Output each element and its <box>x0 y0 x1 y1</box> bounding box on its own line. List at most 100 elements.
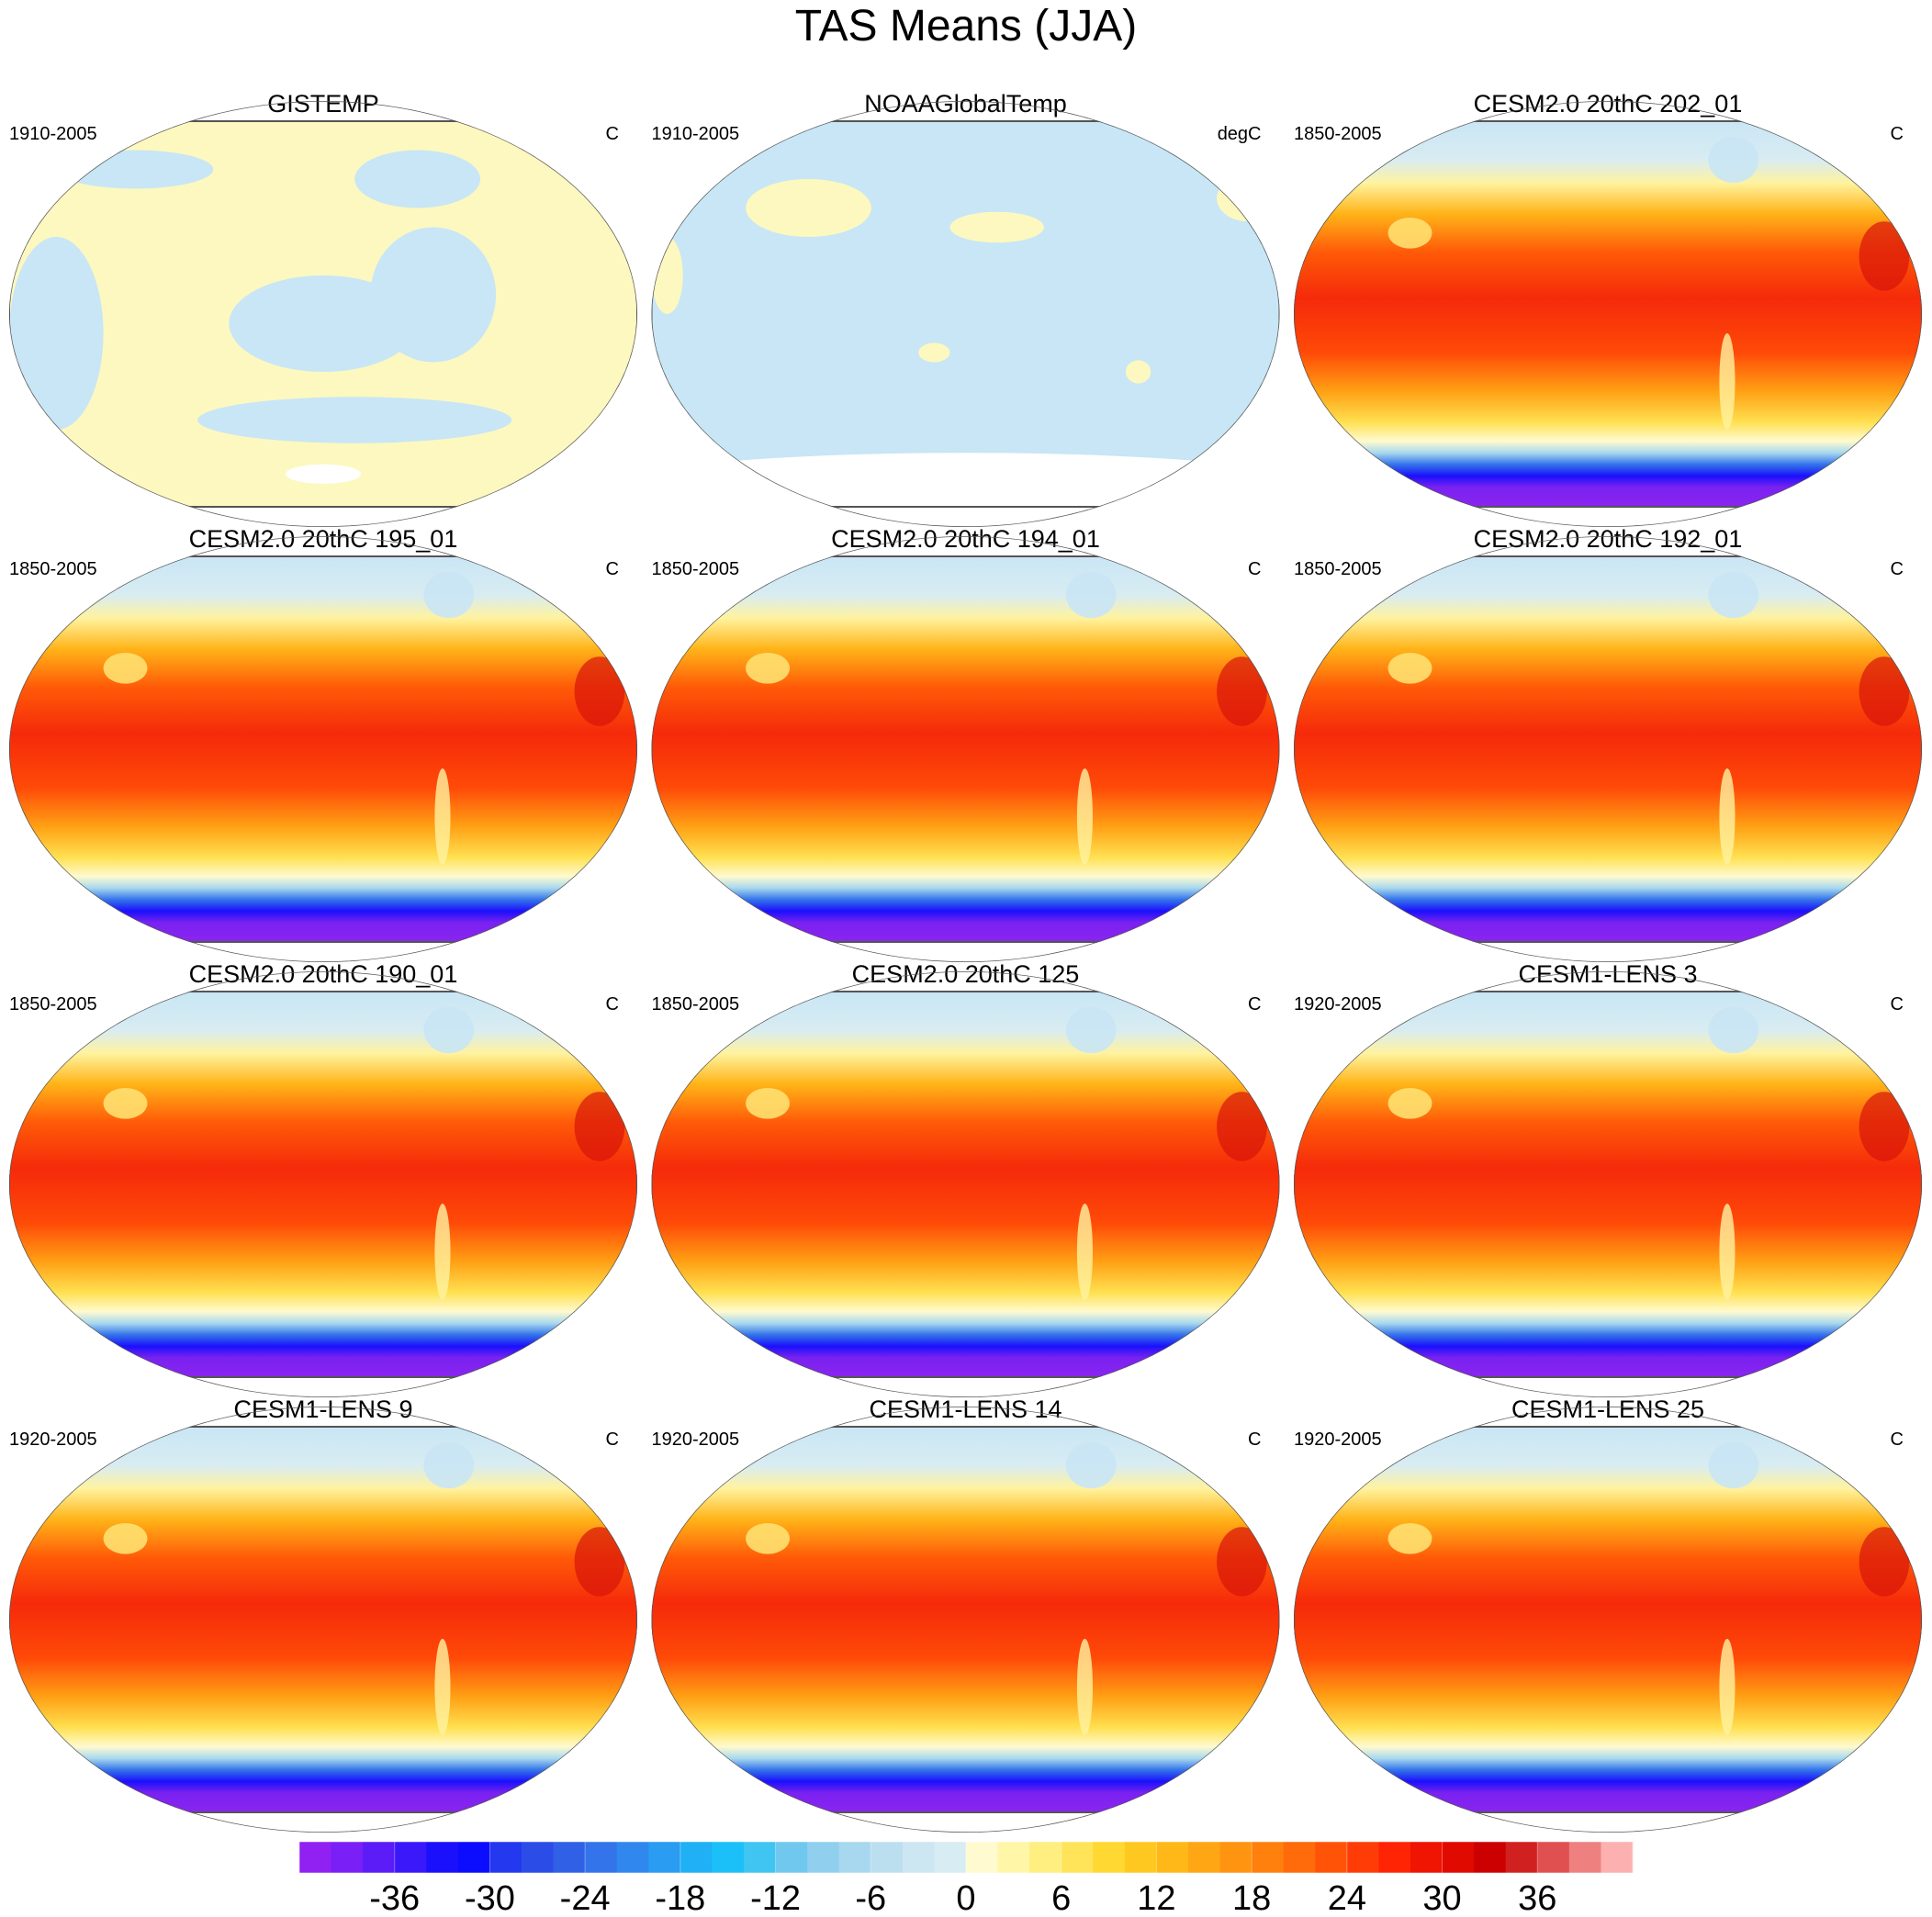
colorbar-tick-label: -12 <box>750 1879 801 1917</box>
colorbar-box <box>1283 1842 1316 1873</box>
colorbar-box <box>1061 1842 1094 1873</box>
colorbar-box <box>1093 1842 1126 1873</box>
colorbar-box <box>648 1842 681 1873</box>
colorbar-tick-label: 30 <box>1422 1879 1461 1917</box>
panel-left-label: 1920-2005 <box>9 1429 97 1450</box>
map-outline <box>9 1426 637 1813</box>
colorbar-outline <box>298 1841 1634 1874</box>
colorbar-box <box>1219 1842 1252 1873</box>
colorbar-tick-label: -36 <box>369 1879 420 1917</box>
map-region <box>423 1441 475 1489</box>
colorbar-box <box>1124 1842 1157 1873</box>
panel-left-label: 1850-2005 <box>652 994 740 1015</box>
map-region <box>574 1092 625 1161</box>
colorbar-box <box>871 1842 904 1873</box>
panel-title: CESM2.0 20thC 125 <box>852 960 1080 988</box>
map-region <box>1719 768 1735 865</box>
map-region <box>1708 136 1759 184</box>
colorbar-box <box>1315 1842 1348 1873</box>
panel-right-label: C <box>1248 1429 1261 1450</box>
map-region <box>103 1088 148 1119</box>
map-region <box>434 1639 451 1735</box>
panel-title: GISTEMP <box>267 90 379 118</box>
colorbar-box <box>585 1842 618 1873</box>
panel-right-label: C <box>1248 994 1261 1015</box>
colorbar-box <box>1188 1842 1221 1873</box>
panel-right-label: C <box>1891 559 1904 579</box>
colorbar-box <box>616 1842 649 1873</box>
map-outline <box>9 555 637 943</box>
panel-right-label: degC <box>1218 124 1262 144</box>
colorbar-tick-label: -24 <box>560 1879 611 1917</box>
map-region <box>423 571 475 619</box>
colorbar-box <box>1410 1842 1443 1873</box>
colorbar-box <box>394 1842 427 1873</box>
map-region <box>354 150 480 208</box>
map-region <box>197 397 512 443</box>
panel-left-label: 1850-2005 <box>652 559 740 579</box>
map-region <box>1387 1088 1432 1119</box>
map-region <box>1719 333 1735 430</box>
map-region <box>746 179 871 237</box>
map-region <box>434 768 451 865</box>
colorbar-box <box>1156 1842 1189 1873</box>
colorbar-box <box>489 1842 522 1873</box>
map-region <box>1076 1639 1094 1735</box>
colorbar-box <box>1568 1842 1601 1873</box>
map-field <box>651 1427 1280 1812</box>
map-outline <box>1294 1426 1922 1813</box>
colorbar-tick-label: -30 <box>465 1879 515 1917</box>
panel-left-label: 1850-2005 <box>9 559 97 579</box>
panel-title: CESM1-LENS 3 <box>1518 960 1697 988</box>
panel-right-label: C <box>606 559 619 579</box>
map-region <box>1065 1441 1117 1489</box>
map-region <box>1708 1441 1759 1489</box>
map-region <box>1217 656 1267 726</box>
colorbar-box <box>331 1842 364 1873</box>
colorbar-box <box>553 1842 586 1873</box>
map-field <box>9 1427 637 1812</box>
map <box>651 121 1280 527</box>
map-region <box>918 342 950 363</box>
map <box>651 992 1280 1377</box>
map-region <box>1217 1092 1267 1161</box>
map <box>9 121 637 507</box>
map-outline <box>9 991 637 1378</box>
map-region <box>56 150 214 189</box>
colorbar-box <box>457 1842 490 1873</box>
panel-left-label: 1850-2005 <box>1294 559 1382 579</box>
map-region <box>1719 1639 1735 1735</box>
colorbar-box <box>363 1842 396 1873</box>
map-outline <box>1294 991 1922 1378</box>
colorbar-box <box>744 1842 777 1873</box>
panel-left-label: 1850-2005 <box>1294 124 1382 144</box>
colorbar-box <box>807 1842 840 1873</box>
colorbar-tick-label: 0 <box>956 1879 975 1917</box>
colorbar-box <box>1029 1842 1062 1873</box>
colorbar-box <box>1474 1842 1507 1873</box>
panel-right-label: C <box>606 994 619 1015</box>
panel-left-label: 1850-2005 <box>9 994 97 1015</box>
map-region <box>434 1204 451 1300</box>
map-region <box>1065 571 1117 619</box>
colorbar-box <box>426 1842 459 1873</box>
panel-right-label: C <box>1891 994 1904 1015</box>
map-region <box>746 653 790 684</box>
map-field <box>1294 556 1922 942</box>
map-field <box>651 556 1280 942</box>
map-field <box>1294 1427 1922 1812</box>
map-region <box>1125 360 1151 384</box>
map <box>651 1427 1280 1812</box>
map-field <box>1294 121 1922 507</box>
panel-right-label: C <box>606 124 619 144</box>
panel-left-label: 1920-2005 <box>652 1429 740 1450</box>
map <box>1294 1427 1922 1812</box>
map-outline <box>651 1426 1280 1813</box>
colorbar-box <box>838 1842 871 1873</box>
map-field <box>651 992 1280 1377</box>
colorbar-box <box>1252 1842 1285 1873</box>
map-region <box>1859 1092 1910 1161</box>
map-outline <box>9 120 637 508</box>
map-region <box>746 1523 790 1554</box>
panel-title: CESM2.0 20thC 195_01 <box>189 525 458 553</box>
